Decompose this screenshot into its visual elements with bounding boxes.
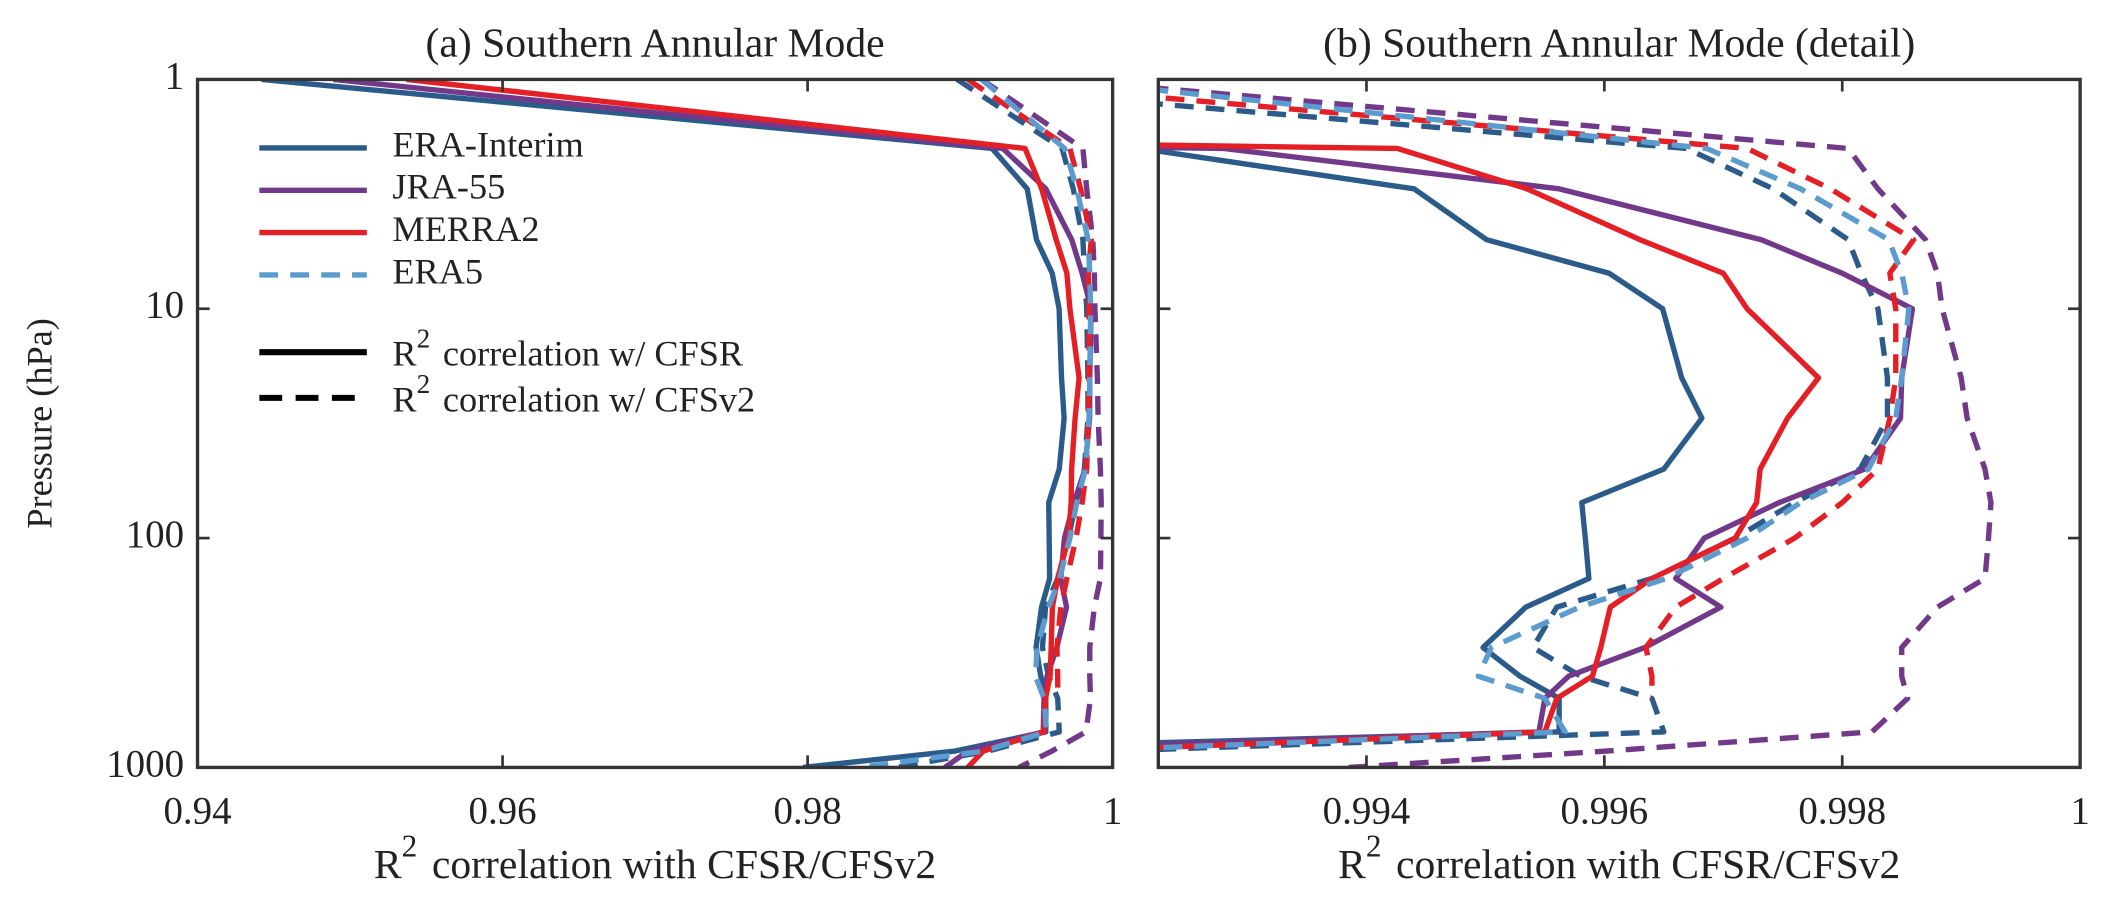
x-axis-label-rest: correlation with CFSR/CFSv2 — [1396, 842, 1900, 888]
series-line-dashed — [966, 79, 1094, 699]
x-tick-label: 0.94 — [163, 789, 231, 832]
series-line — [1158, 144, 1916, 748]
series-line — [1158, 148, 1705, 746]
series-line-dashed — [979, 79, 1104, 768]
series-line-dashed — [859, 79, 1094, 768]
x-axis-label: R2 correlation with CFSR/CFSv2 — [374, 829, 936, 888]
legend-style-label-base: R — [392, 334, 417, 374]
panel-title: (a) Southern Annular Mode — [426, 21, 885, 67]
x-axis-label-sup: 2 — [402, 829, 418, 864]
series-line-dashed — [1158, 101, 1891, 753]
legend-style-label-sup: 2 — [417, 369, 431, 399]
legend-style-label-sup: 2 — [417, 324, 431, 354]
x-tick-label: 0.998 — [1798, 789, 1886, 832]
legend-style-label-base: R — [392, 380, 417, 420]
plot-lines — [261, 79, 1104, 768]
y-tick-label: 100 — [126, 513, 184, 556]
plot-frame — [1156, 77, 2082, 770]
legend-style-label: R2 correlation w/ CFSv2 — [392, 369, 755, 419]
y-tick-label: 10 — [145, 284, 184, 327]
x-tick-label: 0.996 — [1561, 789, 1649, 832]
x-tick-label: 0.994 — [1323, 789, 1411, 832]
legend-style-label-rest: correlation w/ CFSR — [443, 334, 744, 374]
y-tick-label: 1000 — [106, 742, 184, 785]
legend-style-label: R2 correlation w/ CFSR — [392, 324, 744, 374]
panel-title: (b) Southern Annular Mode (detail) — [1323, 21, 1915, 67]
x-axis-label-rest: correlation with CFSR/CFSv2 — [432, 842, 936, 888]
y-axis-label: Pressure (hPa) — [19, 318, 59, 529]
series-line-dashed — [1158, 85, 1994, 768]
x-tick-label: 0.96 — [468, 789, 536, 832]
legend-label: JRA-55 — [392, 167, 505, 207]
legend-label: MERRA2 — [392, 209, 539, 249]
plot-frame — [195, 77, 1115, 770]
series-line — [1158, 142, 1822, 751]
legend-label: ERA5 — [392, 251, 483, 291]
x-axis-label-sup: 2 — [1366, 829, 1382, 864]
series-line-dashed — [895, 79, 1091, 768]
x-axis-label-base: R — [1338, 842, 1366, 888]
series-line — [406, 79, 1082, 768]
series-line-dashed — [1158, 87, 1912, 751]
series-line-dashed — [1158, 94, 1917, 699]
legend-style-label-rest: correlation w/ CFSv2 — [443, 380, 755, 420]
x-axis-label: R2 correlation with CFSR/CFSv2 — [1338, 829, 1900, 888]
x-tick-label: 0.98 — [774, 789, 842, 832]
x-tick-label: 1 — [1103, 789, 1122, 832]
x-tick-label: 1 — [2070, 789, 2089, 832]
legend-label: ERA-Interim — [392, 124, 583, 164]
y-tick-label: 1 — [165, 54, 184, 97]
plot-lines — [1158, 85, 1994, 768]
series-line — [261, 79, 1067, 768]
x-axis-label-base: R — [374, 842, 402, 888]
